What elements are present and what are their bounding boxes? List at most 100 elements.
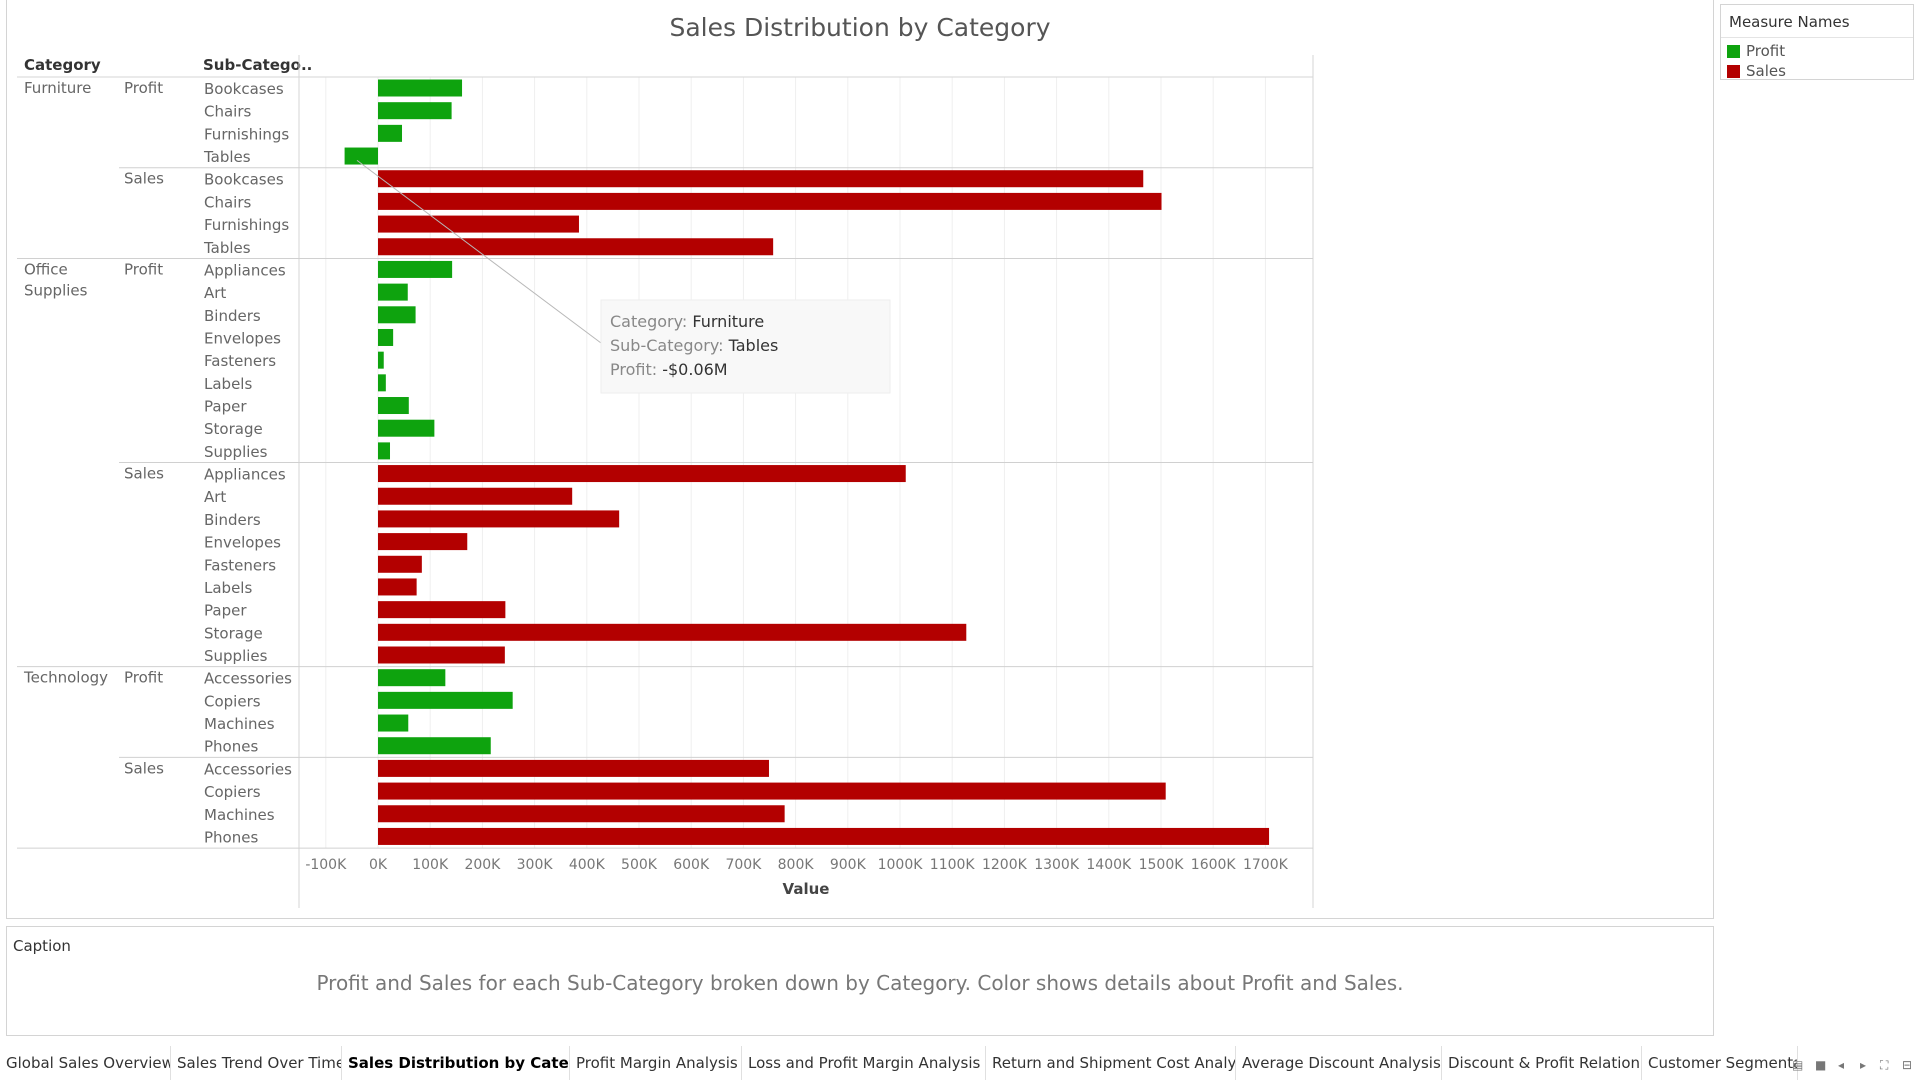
x-tick-label: 300K [517, 857, 554, 873]
x-tick-label: 1200K [982, 857, 1028, 873]
bar-sales-office-supplies-storage[interactable] [378, 623, 967, 641]
subcategory-label-phones: Phones [204, 738, 258, 756]
measure-label-profit: Profit [124, 260, 163, 278]
tab-global-sales-overview[interactable]: Global Sales Overview [0, 1046, 171, 1080]
measure-label-sales: Sales [124, 465, 164, 483]
x-tick-label: 1500K [1139, 857, 1185, 873]
bar-profit-office-supplies-appliances[interactable] [378, 260, 453, 278]
bar-profit-office-supplies-fasteners[interactable] [378, 351, 384, 369]
subcategory-label-bookcases: Bookcases [204, 171, 284, 189]
bar-profit-furniture-bookcases[interactable] [378, 79, 463, 97]
presentation-icon[interactable]: ⊟ [1902, 1058, 1913, 1072]
bar-sales-furniture-furnishings[interactable] [378, 215, 579, 233]
bar-profit-technology-copiers[interactable] [378, 691, 513, 709]
subcategory-label-copiers: Copiers [204, 692, 261, 710]
subcategory-label-accessories: Accessories [204, 760, 292, 778]
x-tick-label: 1100K [930, 857, 976, 873]
tab-customer-segmenta[interactable]: Customer Segmenta [1642, 1046, 1798, 1080]
bar-sales-office-supplies-art[interactable] [378, 487, 573, 505]
bar-profit-furniture-furnishings[interactable] [378, 124, 403, 142]
tab-profit-margin-analysis[interactable]: Profit Margin Analysis [570, 1046, 742, 1080]
bar-sales-technology-copiers[interactable] [378, 782, 1166, 800]
bar-chart: Sales Distribution by Category Category Su… [17, 13, 1314, 908]
tab-return-and-shipment-cost-analysis[interactable]: Return and Shipment Cost Analysis [986, 1046, 1236, 1080]
tab-discount-profit-relation[interactable]: Discount & Profit Relation [1442, 1046, 1642, 1080]
tooltip-line: Category: Furniture [610, 312, 764, 331]
category-label-technology: Technology [23, 669, 108, 687]
x-tick-label: 1700K [1243, 857, 1289, 873]
x-tick-label: -100K [305, 857, 347, 873]
bar-profit-technology-phones[interactable] [378, 737, 491, 755]
x-tick-label: 100K [412, 857, 449, 873]
subcategory-label-envelopes: Envelopes [204, 329, 281, 347]
bar-profit-furniture-chairs[interactable] [378, 102, 452, 120]
subcategory-label-phones: Phones [204, 828, 258, 846]
chart-panel: Sales Distribution by Category Category Su… [6, 0, 1714, 919]
tooltip-line: Profit: -$0.06M [610, 360, 728, 379]
bar-profit-office-supplies-labels[interactable] [378, 374, 386, 392]
subcategory-label-accessories: Accessories [204, 670, 292, 688]
bar-profit-office-supplies-envelopes[interactable] [378, 328, 394, 346]
bar-profit-office-supplies-binders[interactable] [378, 306, 416, 324]
prev-sheet-icon[interactable]: ◂ [1838, 1058, 1845, 1072]
subcategory-label-tables: Tables [203, 239, 251, 257]
tab-average-discount-analysis[interactable]: Average Discount Analysis [1236, 1046, 1442, 1080]
subcategory-label-appliances: Appliances [204, 261, 286, 279]
tab-sales-distribution-by-category[interactable]: Sales Distribution by Category [342, 1046, 570, 1080]
x-tick-label: 900K [830, 857, 867, 873]
category-label-furniture: Furniture [24, 79, 91, 97]
bar-sales-office-supplies-envelopes[interactable] [378, 533, 468, 551]
bar-sales-technology-accessories[interactable] [378, 759, 769, 777]
tooltip-line: Sub-Category: Tables [610, 336, 778, 355]
legend-item-sales[interactable]: Sales [1727, 61, 1786, 81]
bar-sales-office-supplies-fasteners[interactable] [378, 555, 422, 573]
bar-sales-technology-machines[interactable] [378, 805, 785, 823]
next-sheet-icon[interactable]: ▸ [1860, 1058, 1867, 1072]
bar-sales-office-supplies-paper[interactable] [378, 601, 506, 619]
caption-panel: Caption Profit and Sales for each Sub-Ca… [6, 926, 1714, 1036]
category-label-office-supplies: Office [24, 260, 68, 278]
subcategory-label-envelopes: Envelopes [204, 534, 281, 552]
fullscreen-icon[interactable]: ⛶ [1880, 1058, 1889, 1072]
bar-profit-technology-machines[interactable] [378, 714, 409, 732]
subcategory-label-art: Art [204, 284, 226, 302]
bar-sales-furniture-bookcases[interactable] [378, 170, 1144, 188]
subcategory-label-chairs: Chairs [204, 103, 252, 121]
chart-title: Sales Distribution by Category [669, 13, 1050, 42]
x-tick-label: 400K [569, 857, 606, 873]
bar-sales-technology-phones[interactable] [378, 827, 1270, 845]
bar-sales-furniture-tables[interactable] [378, 238, 774, 256]
subcategory-label-appliances: Appliances [204, 466, 286, 484]
subcategory-label-paper: Paper [204, 602, 247, 620]
bar-profit-technology-accessories[interactable] [378, 669, 446, 687]
measure-label-sales: Sales [124, 170, 164, 188]
legend-title: Measure Names [1729, 13, 1850, 31]
x-tick-label: 1000K [878, 857, 924, 873]
bar-profit-office-supplies-supplies[interactable] [378, 442, 391, 460]
x-tick-label: 500K [621, 857, 658, 873]
x-tick-label: 600K [673, 857, 710, 873]
tab-sales-trend-over-time[interactable]: Sales Trend Over Time [171, 1046, 342, 1080]
x-tick-label: 1600K [1191, 857, 1237, 873]
legend-panel: Measure Names Profit Sales [1720, 4, 1914, 80]
category-label-office-supplies: Supplies [24, 281, 88, 299]
bar-profit-office-supplies-art[interactable] [378, 283, 408, 301]
bar-sales-office-supplies-supplies[interactable] [378, 646, 505, 664]
bar-sales-office-supplies-appliances[interactable] [378, 465, 906, 483]
x-tick-label: 1400K [1086, 857, 1132, 873]
bar-profit-office-supplies-paper[interactable] [378, 397, 409, 415]
filmstrip-view-icon[interactable]: ■ [1815, 1058, 1827, 1072]
grid-view-icon[interactable]: ▤ [1792, 1058, 1804, 1072]
caption-label: Caption [13, 937, 71, 955]
bar-sales-furniture-chairs[interactable] [378, 192, 1162, 210]
x-tick-label: 200K [464, 857, 501, 873]
subcategory-label-labels: Labels [204, 375, 252, 393]
subcategory-label-paper: Paper [204, 398, 247, 416]
bar-sales-office-supplies-labels[interactable] [378, 578, 417, 596]
bar-profit-office-supplies-storage[interactable] [378, 419, 435, 437]
bar-profit-furniture-tables[interactable] [344, 147, 378, 165]
tab-loss-and-profit-margin-analysis[interactable]: Loss and Profit Margin Analysis [742, 1046, 986, 1080]
measure-label-profit: Profit [124, 669, 163, 687]
legend-item-profit[interactable]: Profit [1727, 41, 1785, 61]
bar-sales-office-supplies-binders[interactable] [378, 510, 620, 528]
